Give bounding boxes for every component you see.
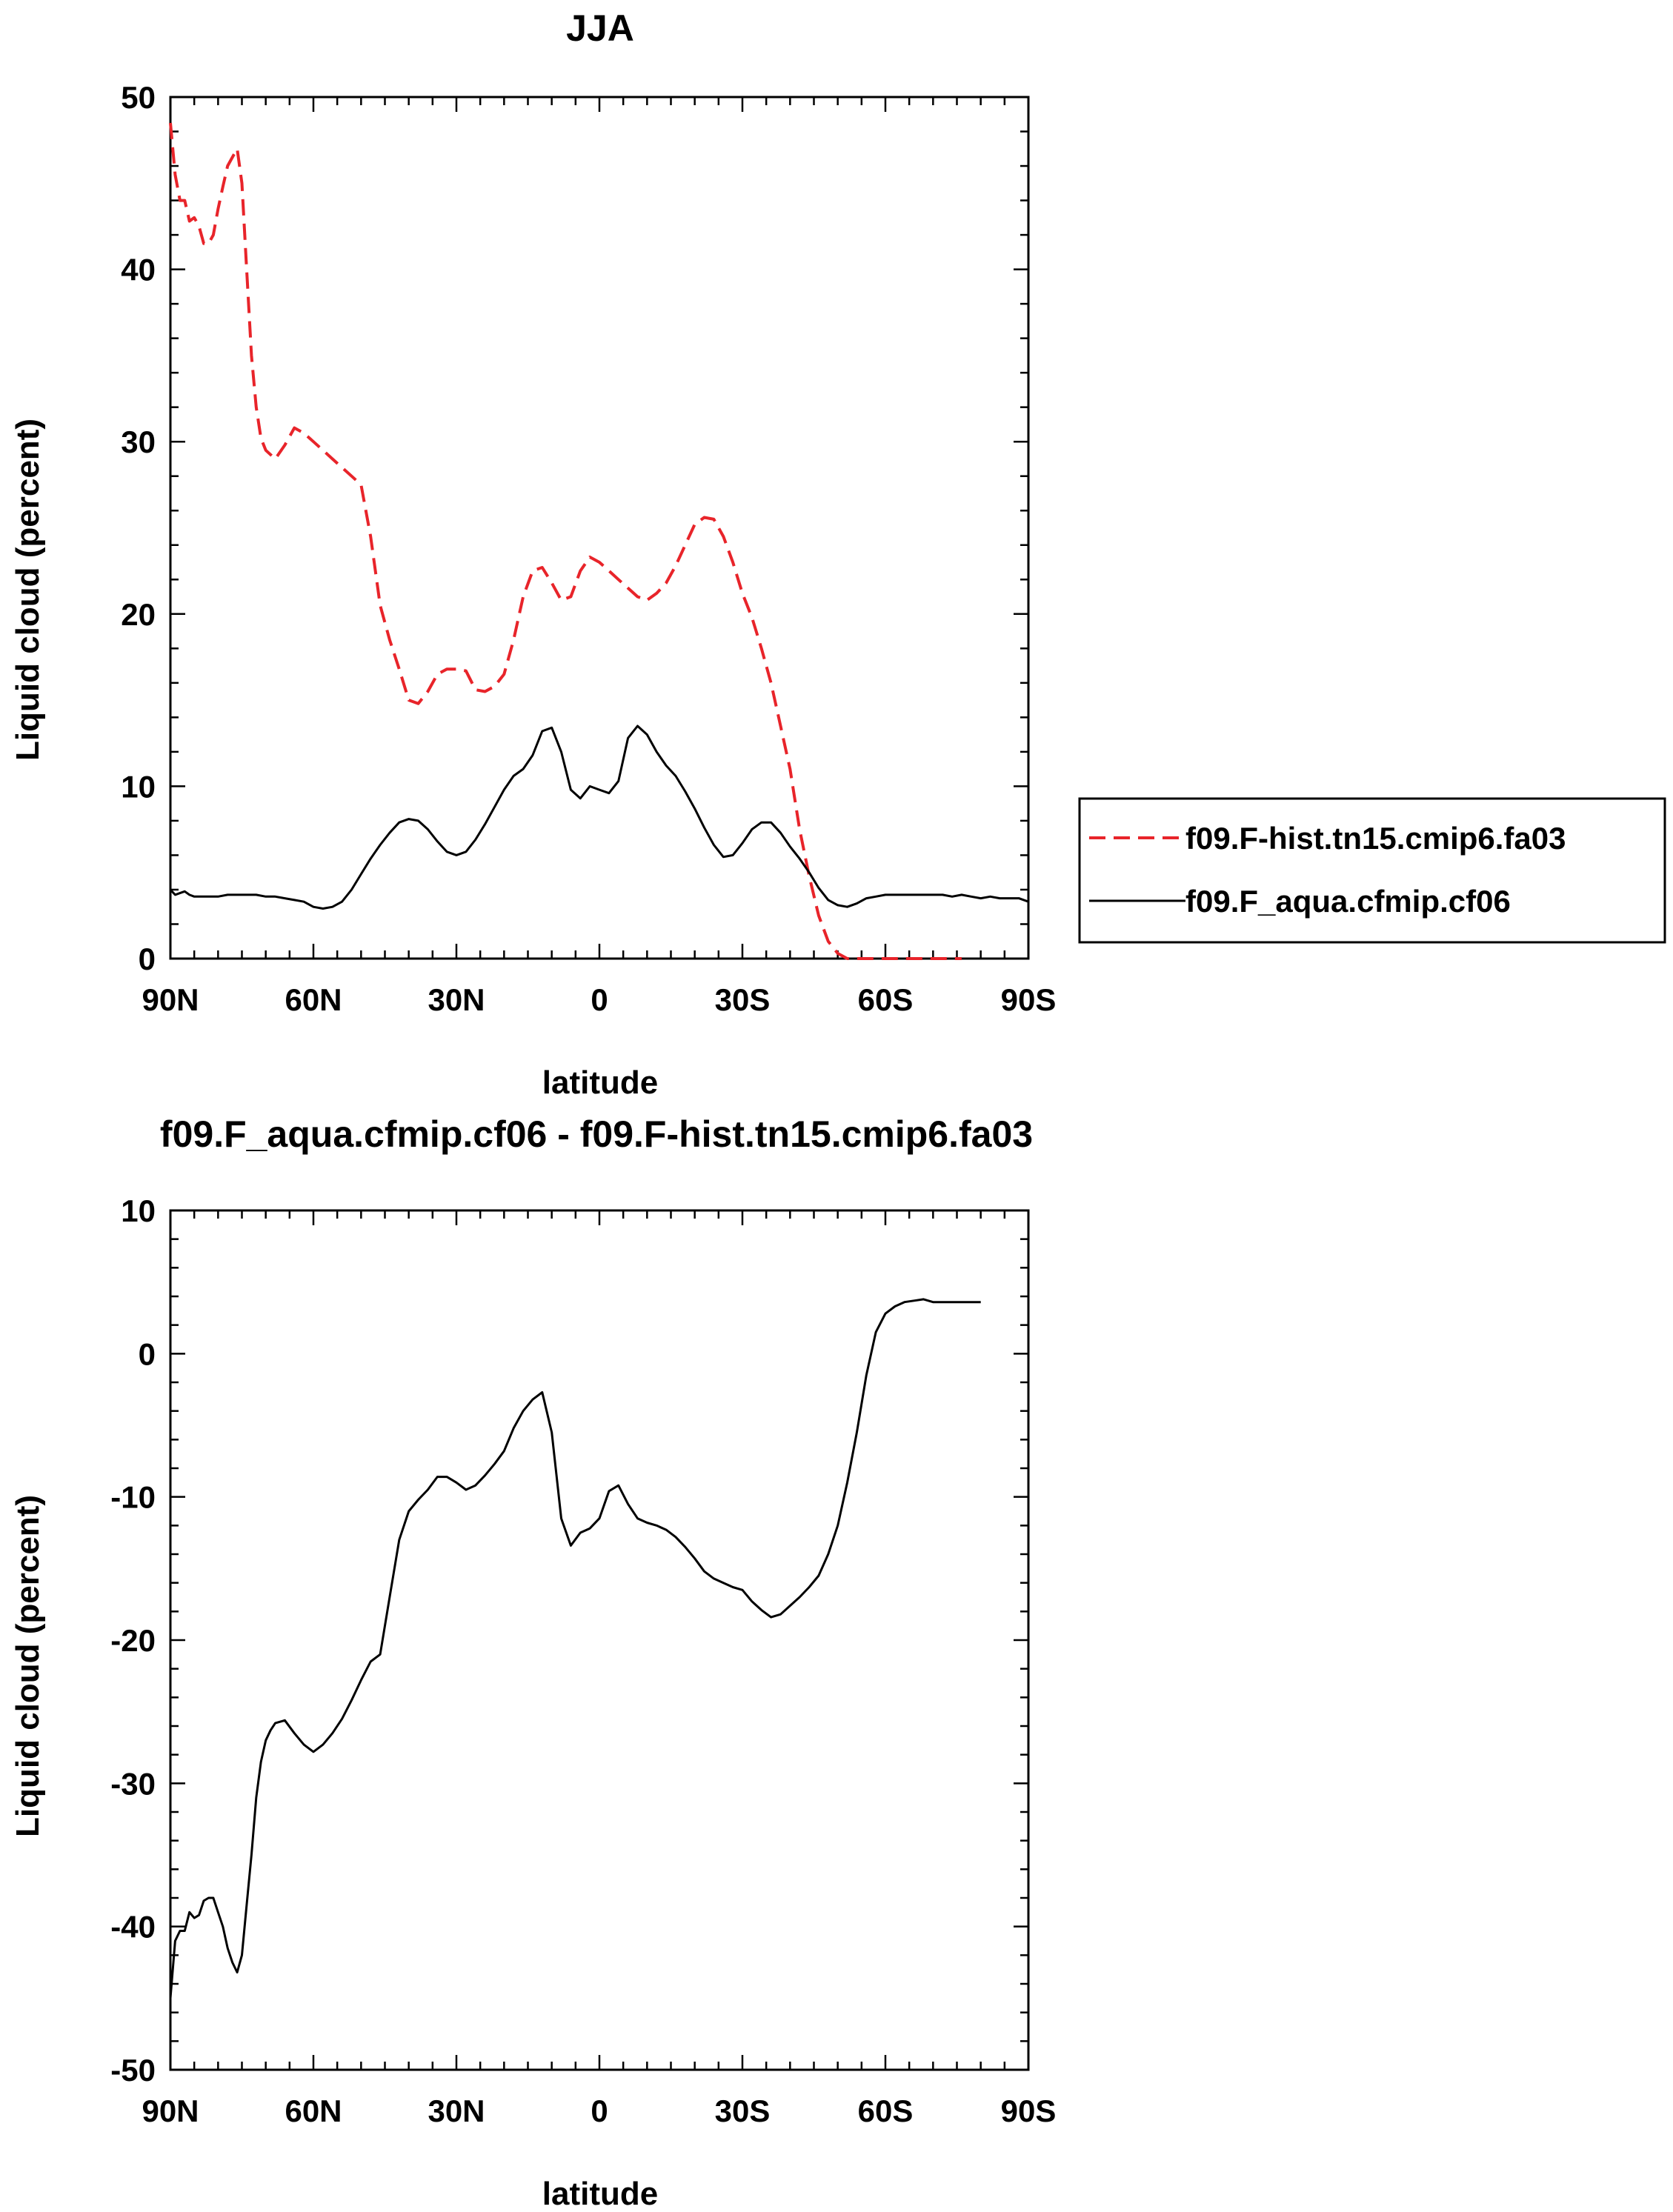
plot-frame (169, 1209, 1030, 2071)
y-tick-label: -30 (110, 1766, 156, 1801)
y-tick-label: 20 (121, 597, 156, 632)
series-line-1 (169, 122, 962, 960)
x-tick-label: 90S (1001, 982, 1057, 1017)
y-tick-label: -50 (110, 2053, 156, 2088)
legend-label-series-2: f09.F_aqua.cfmip.cf06 (1185, 884, 1511, 919)
top-chart-plot-area: 90N 60N 30N 0 30S 60S 90S 0 10 20 30 40 50 (121, 80, 1056, 1017)
x-tick-label: 60S (858, 2093, 914, 2128)
bottom-chart-plot-area: 90N 60N 30N 0 30S 60S 90S -50 -40 -30 -20 -10 0 10 (110, 1193, 1056, 2128)
y-tick-label: -20 (110, 1623, 156, 1658)
x-tick-label: 60S (858, 982, 914, 1017)
series-line-2 (169, 724, 1029, 910)
y-tick-label: 40 (121, 253, 156, 287)
x-tick-label: 0 (591, 982, 608, 1017)
x-tick-label: 30N (428, 2093, 485, 2128)
bottom-chart-title: f09.F_aqua.cfmip.cf06 - f09.F-hist.tn15.… (160, 1113, 1033, 1155)
x-tick-label: 30N (428, 982, 485, 1017)
bottom-chart-panel: f09.F_aqua.cfmip.cf06 - f09.F-hist.tn15.… (10, 1113, 1056, 2212)
legend-label-series-1: f09.F-hist.tn15.cmip6.fa03 (1185, 821, 1566, 856)
y-tick-label: -40 (110, 1910, 156, 1945)
x-tick-label: 90N (142, 2093, 199, 2128)
series-line-1 (169, 1298, 981, 1999)
top-chart-x-axis-label: latitude (542, 1065, 658, 1101)
y-tick-label: 30 (121, 424, 156, 459)
y-tick-label: -10 (110, 1480, 156, 1515)
top-chart-panel: JJA 90N 60N 30N 0 30S 60S 90S 0 10 20 30 40 50 latit… (10, 7, 1056, 1101)
top-chart-y-axis-label: Liquid cloud (percent) (10, 419, 46, 761)
y-tick-label: 50 (121, 80, 156, 115)
top-chart-title: JJA (566, 7, 634, 49)
legend: f09.F-hist.tn15.cmip6.fa03 f09.F_aqua.cf… (1078, 797, 1666, 944)
y-tick-label: 0 (139, 1336, 156, 1371)
bottom-chart-x-axis-label: latitude (542, 2176, 658, 2212)
x-tick-label: 30S (715, 982, 771, 1017)
x-tick-label: 60N (285, 2093, 342, 2128)
x-tick-label: 90N (142, 982, 199, 1017)
x-tick-label: 90S (1001, 2093, 1057, 2128)
x-tick-label: 0 (591, 2093, 608, 2128)
plot-frame (169, 96, 1030, 960)
y-tick-label: 0 (139, 942, 156, 976)
y-tick-label: 10 (121, 769, 156, 804)
x-tick-label: 30S (715, 2093, 771, 2128)
bottom-chart-y-axis-label: Liquid cloud (percent) (10, 1495, 46, 1837)
x-tick-label: 60N (285, 982, 342, 1017)
y-tick-label: 10 (121, 1193, 156, 1228)
legend-box (1078, 797, 1666, 944)
